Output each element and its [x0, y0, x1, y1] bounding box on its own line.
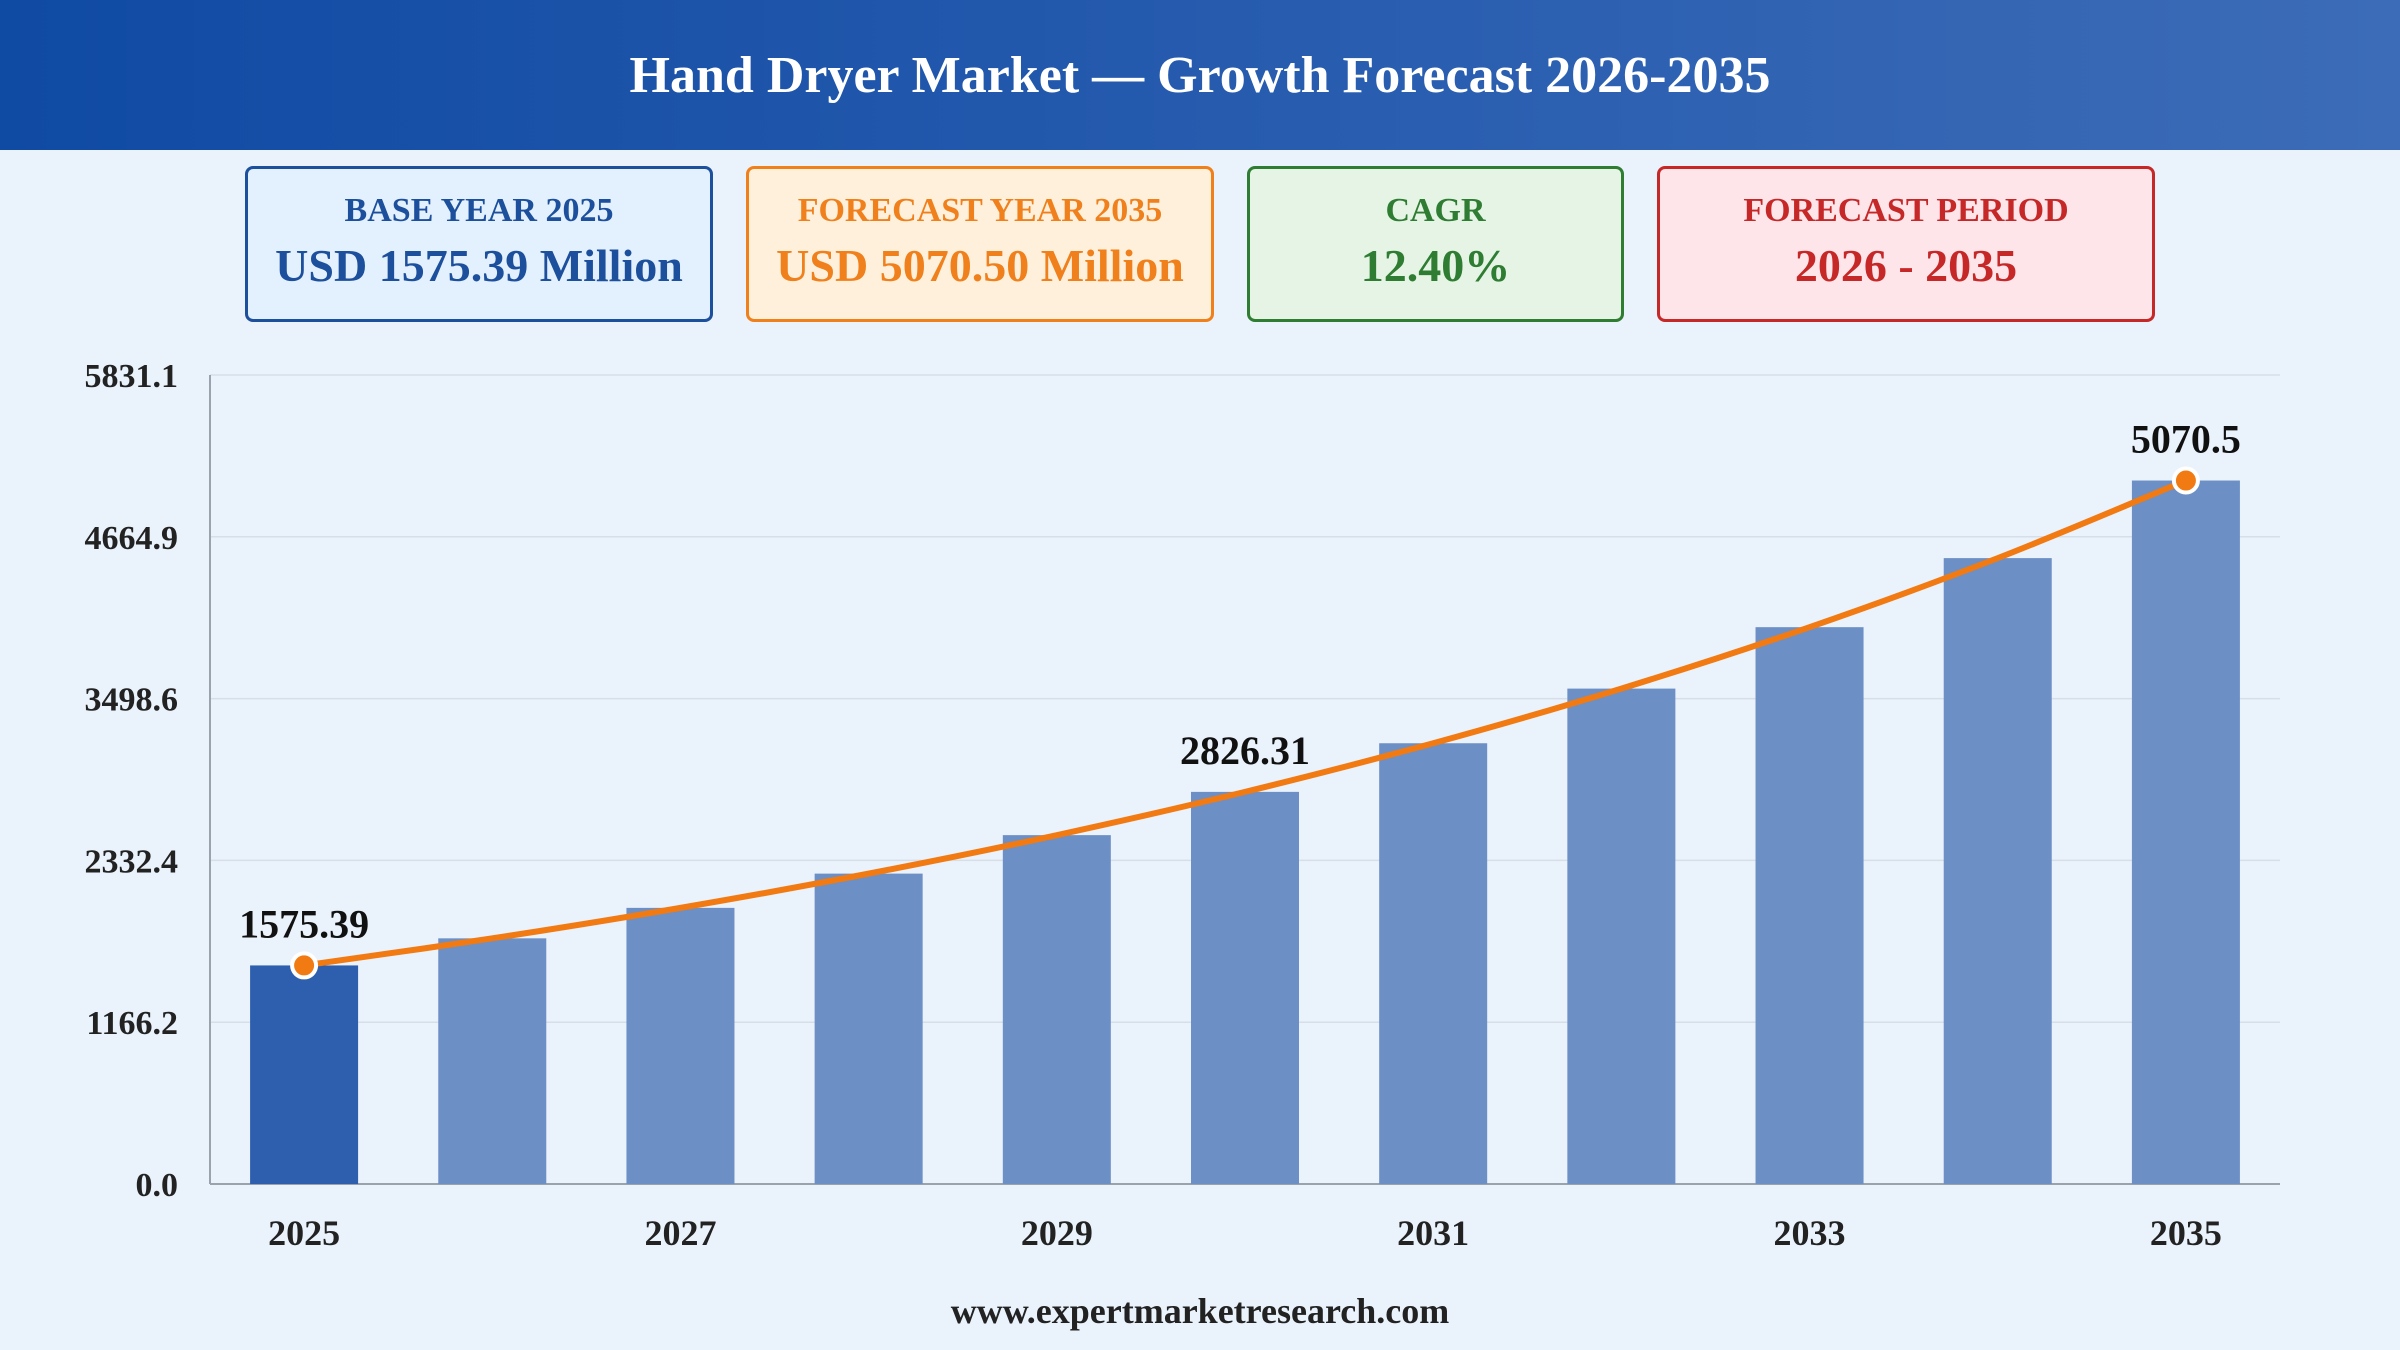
- x-tick-label: 2033: [1774, 1213, 1846, 1253]
- bar-2035: [2131, 480, 2240, 1184]
- forecast-year-value: USD 5070.50 Million: [776, 240, 1184, 292]
- footer-url: www.expertmarketresearch.com: [950, 1291, 1450, 1331]
- bar-2032: [1567, 688, 1676, 1184]
- base-year-value: USD 1575.39 Million: [275, 240, 683, 292]
- x-tick-label: 2031: [1397, 1213, 1469, 1253]
- bar-2026: [438, 938, 547, 1184]
- bar-2030: [1191, 791, 1299, 1184]
- forecast-period-value: 2026 - 2035: [1794, 240, 2018, 292]
- bar-2027: [626, 907, 735, 1184]
- cagr-card: CAGR 12.40%: [1247, 166, 1624, 322]
- y-tick-label: 0.0: [136, 1167, 179, 1204]
- trend-line: [301, 477, 2189, 969]
- base-year-card: BASE YEAR 2025 USD 1575.39 Million: [245, 166, 713, 322]
- header-banner: Hand Dryer Market — Growth Forecast 2026…: [0, 0, 2400, 150]
- forecast-year-card: FORECAST YEAR 2035 USD 5070.50 Million: [746, 166, 1214, 322]
- x-tick-label: 2027: [644, 1213, 716, 1253]
- x-tick-label: 2025: [268, 1213, 340, 1253]
- y-tick-label: 2332.4: [85, 843, 179, 880]
- cagr-value: 12.40%: [1360, 240, 1511, 292]
- bar-2034: [1943, 558, 2052, 1184]
- x-tick-label: 2029: [1021, 1213, 1093, 1253]
- bar-2033: [1755, 627, 1864, 1184]
- data-label-2035: 5070.5: [2131, 417, 2241, 462]
- forecast-year-label: FORECAST YEAR 2035: [797, 191, 1163, 229]
- cagr-label: CAGR: [1385, 191, 1486, 229]
- y-tick-label: 4664.9: [85, 520, 179, 557]
- data-label-2025: 1575.39: [239, 901, 369, 946]
- y-tick-label: 1166.2: [86, 1005, 178, 1042]
- trend-point-2035: [2171, 466, 2200, 495]
- bar-2028: [814, 873, 923, 1184]
- forecast-period-label: FORECAST PERIOD: [1743, 191, 2069, 229]
- forecast-period-card: FORECAST PERIOD 2026 - 2035: [1657, 166, 2155, 322]
- data-label-2030: 2826.31: [1180, 728, 1310, 773]
- bar-2029: [1002, 835, 1111, 1184]
- bar-2025: [250, 965, 359, 1184]
- bar-2031: [1379, 743, 1488, 1184]
- y-tick-label: 3498.6: [85, 682, 179, 719]
- trend-point-2025: [290, 951, 319, 980]
- y-tick-label: 5831.1: [85, 358, 179, 395]
- base-year-label: BASE YEAR 2025: [344, 191, 614, 229]
- page-title: Hand Dryer Market — Growth Forecast 2026…: [629, 46, 1771, 104]
- x-tick-label: 2035: [2150, 1213, 2222, 1253]
